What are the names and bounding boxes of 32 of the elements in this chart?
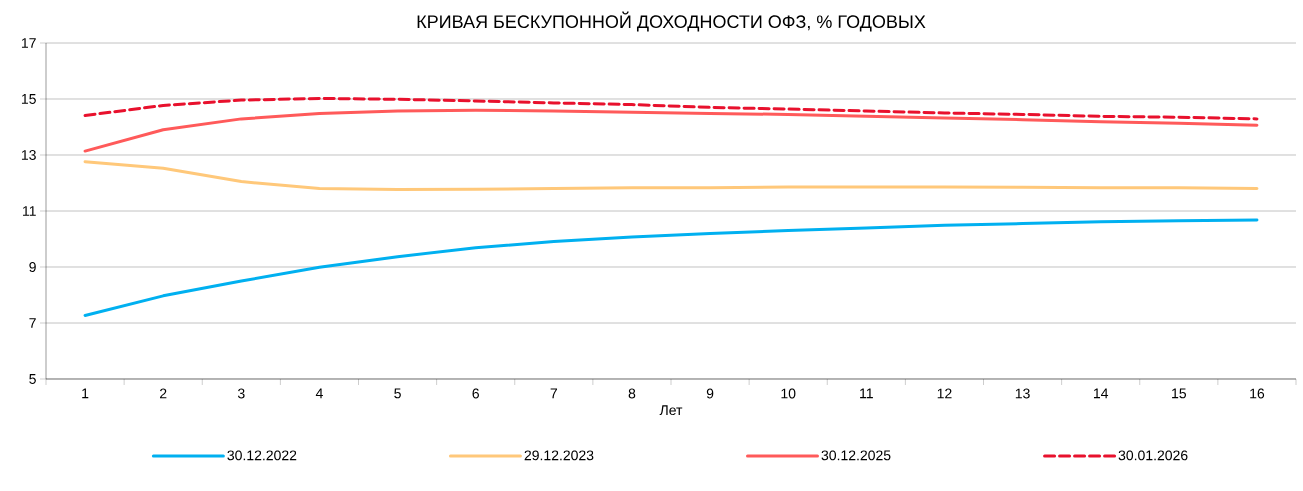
x-tick-label: 10 [781,388,796,399]
chart-title: КРИВАЯ БЕСКУПОННОЙ ДОХОДНОСТИ ОФЗ, % ГОДОВЫХ [417,11,926,32]
y-tick-label: 7 [29,318,36,328]
legend-label: 29.12.2023 [524,450,594,461]
x-tick-label: 11 [860,388,873,399]
x-tick-label: 4 [315,388,323,399]
legend-label: 30.12.2025 [821,450,891,461]
x-tick-label: 14 [1093,388,1109,399]
x-tick-label: 1 [82,388,89,399]
y-tick-label: 5 [29,374,36,384]
x-tick-label: 2 [160,388,167,399]
x-tick-label: 3 [237,388,245,399]
y-tick-label: 13 [21,150,36,160]
x-tick-label: 8 [628,388,636,399]
line-series [83,96,1259,121]
x-tick-label: 9 [706,388,714,399]
legend-label: 30.01.2026 [1118,450,1188,461]
legend-label: 30.12.2022 [227,450,297,461]
y-tick-label: 17 [21,38,36,48]
y-tick-label: 11 [23,206,36,216]
x-axis-title: Лет [659,405,683,416]
x-tick-label: 15 [1172,388,1187,399]
line-series [83,108,1259,153]
x-tick-label: 16 [1250,388,1265,399]
x-tick-label: 6 [472,388,479,399]
line-series [83,218,1259,317]
y-tick-label: 9 [29,262,36,272]
x-tick-label: 12 [937,388,952,399]
x-tick-label: 13 [1015,388,1030,399]
x-tick-label: 5 [394,388,401,399]
x-tick-label: 7 [550,388,558,399]
y-tick-label: 15 [21,94,36,104]
